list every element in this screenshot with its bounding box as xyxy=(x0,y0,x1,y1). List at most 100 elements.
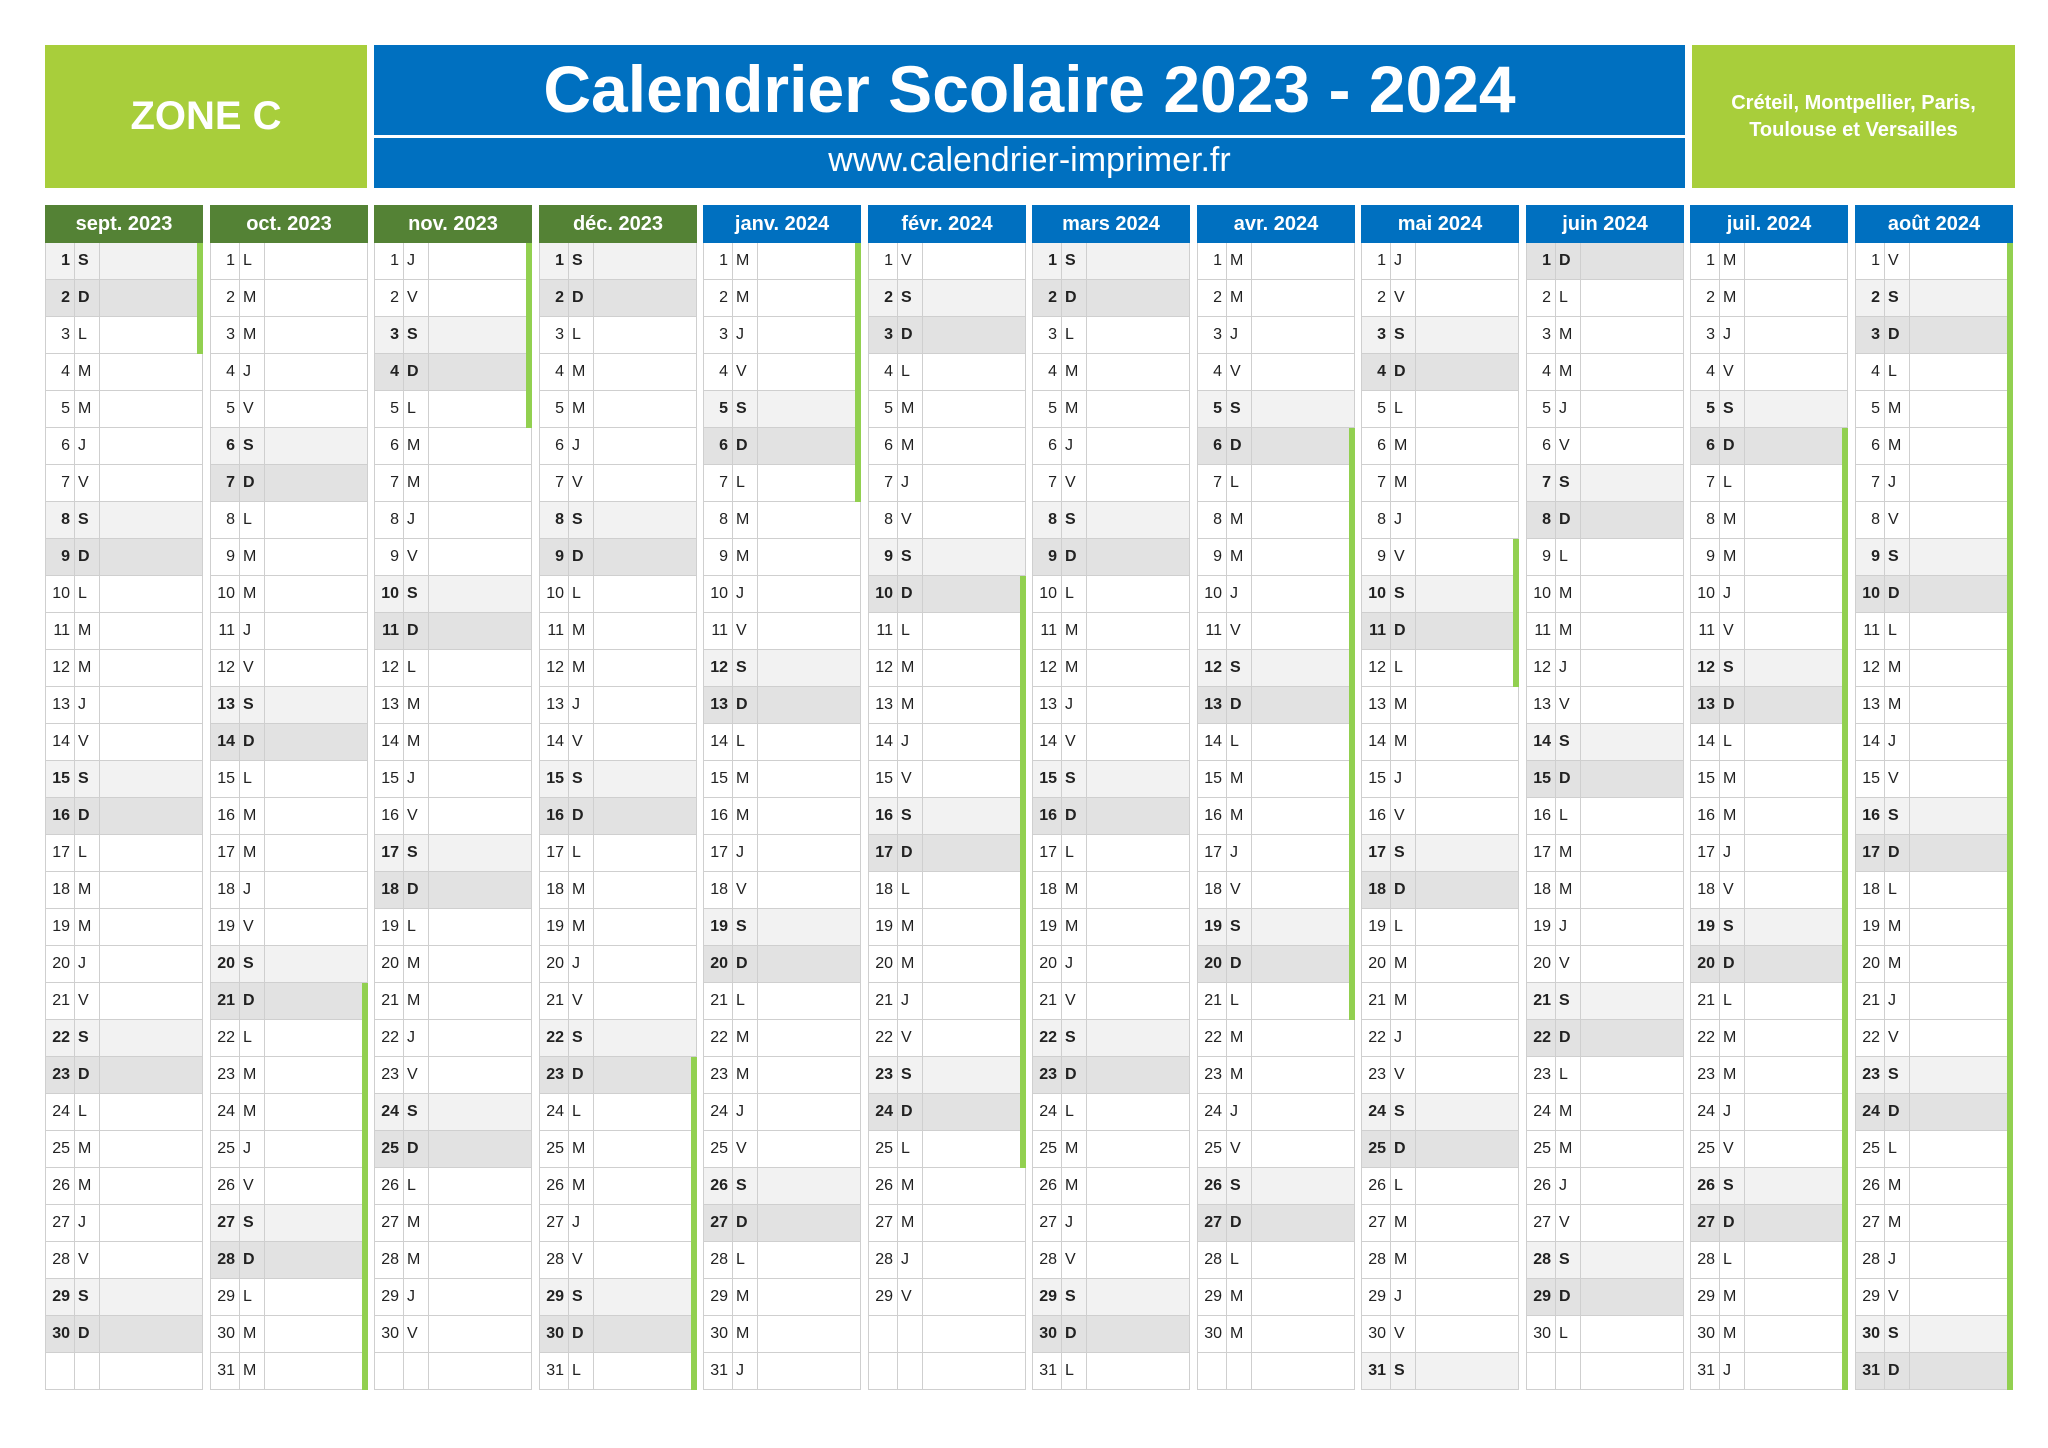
day-letter: V xyxy=(1556,946,1581,982)
month-header: juil. 2024 xyxy=(1690,205,1848,243)
day-note xyxy=(1252,946,1354,982)
day-note xyxy=(429,391,531,427)
day-note xyxy=(1416,1168,1518,1204)
day-letter: M xyxy=(404,724,429,760)
day-row: 17 J xyxy=(703,835,861,872)
day-number: 20 xyxy=(1198,946,1227,982)
day-row: 29 V xyxy=(868,1279,1026,1316)
day-note xyxy=(265,761,367,797)
day-letter: S xyxy=(1885,1316,1910,1352)
day-number: 25 xyxy=(1033,1131,1062,1167)
day-note xyxy=(1087,1168,1189,1204)
day-number: 9 xyxy=(46,539,75,575)
day-letter: M xyxy=(733,243,758,279)
day-note xyxy=(594,317,696,353)
day-number: 18 xyxy=(375,872,404,908)
month-header: janv. 2024 xyxy=(703,205,861,243)
day-row: 23 M xyxy=(1690,1057,1848,1094)
day-letter: V xyxy=(404,280,429,316)
day-note xyxy=(1581,724,1683,760)
day-number: 10 xyxy=(211,576,240,612)
day-letter: V xyxy=(1062,465,1087,501)
day-number: 17 xyxy=(46,835,75,871)
day-number: 30 xyxy=(211,1316,240,1352)
day-letter: M xyxy=(898,391,923,427)
day-note xyxy=(429,983,531,1019)
day-note xyxy=(1252,1057,1354,1093)
day-row: 21 V xyxy=(45,983,203,1020)
day-row: 25 V xyxy=(1197,1131,1355,1168)
day-letter: M xyxy=(404,1205,429,1241)
day-row: 18 M xyxy=(539,872,697,909)
day-row: 20 J xyxy=(539,946,697,983)
day-note xyxy=(429,428,531,464)
day-number: 10 xyxy=(1362,576,1391,612)
day-letter: M xyxy=(1391,983,1416,1019)
day-number: 24 xyxy=(375,1094,404,1130)
day-row: 19 S xyxy=(703,909,861,946)
day-letter: J xyxy=(1556,909,1581,945)
day-number: 21 xyxy=(540,983,569,1019)
day-note xyxy=(1745,243,1847,279)
day-letter: L xyxy=(240,502,265,538)
day-letter: D xyxy=(1062,1316,1087,1352)
day-note xyxy=(1252,1131,1354,1167)
day-note xyxy=(1252,724,1354,760)
day-row: 17 L xyxy=(1032,835,1190,872)
day-row: 20 V xyxy=(1526,946,1684,983)
day-number: 30 xyxy=(1527,1316,1556,1352)
day-note xyxy=(1252,1168,1354,1204)
day-note xyxy=(100,650,202,686)
day-letter: J xyxy=(1885,724,1910,760)
day-row: 27 M xyxy=(374,1205,532,1242)
day-letter: D xyxy=(1885,835,1910,871)
day-row: 22 S xyxy=(539,1020,697,1057)
day-number: 15 xyxy=(869,761,898,797)
day-number: 6 xyxy=(540,428,569,464)
day-row: 27 M xyxy=(1361,1205,1519,1242)
day-number: 25 xyxy=(540,1131,569,1167)
day-letter: D xyxy=(240,465,265,501)
day-number: 26 xyxy=(46,1168,75,1204)
day-letter: M xyxy=(733,280,758,316)
day-letter: D xyxy=(1227,428,1252,464)
day-letter: V xyxy=(240,391,265,427)
day-note xyxy=(100,1205,202,1241)
day-number: 3 xyxy=(1033,317,1062,353)
day-note xyxy=(594,761,696,797)
day-letter: M xyxy=(569,650,594,686)
day-row: 22 M xyxy=(1197,1020,1355,1057)
day-row: 18 D xyxy=(1361,872,1519,909)
day-row: 18 D xyxy=(374,872,532,909)
day-number: 17 xyxy=(1198,835,1227,871)
day-row: 25 M xyxy=(45,1131,203,1168)
day-number: 20 xyxy=(540,946,569,982)
day-number: 13 xyxy=(211,687,240,723)
day-letter: J xyxy=(1720,576,1745,612)
day-number: 3 xyxy=(1362,317,1391,353)
day-number: 28 xyxy=(869,1242,898,1278)
day-letter: M xyxy=(1391,1242,1416,1278)
day-row: 21 L xyxy=(1197,983,1355,1020)
month-column: juil. 2024 1 M 2 M 3 J 4 V 5 S 6 D 7 L 8 M 9 M 10 J 11 V 12 S 13 D… xyxy=(1690,205,1848,1390)
day-row: 13 D xyxy=(1197,687,1355,724)
day-note xyxy=(594,354,696,390)
day-row: 14 L xyxy=(1690,724,1848,761)
day-note xyxy=(923,502,1025,538)
day-letter: J xyxy=(1720,1353,1745,1389)
day-row: 28 L xyxy=(1690,1242,1848,1279)
day-letter: M xyxy=(1720,1316,1745,1352)
day-row: 11 M xyxy=(1032,613,1190,650)
day-note xyxy=(1087,872,1189,908)
day-note xyxy=(1416,1279,1518,1315)
day-row: 17 L xyxy=(45,835,203,872)
day-letter: L xyxy=(240,243,265,279)
